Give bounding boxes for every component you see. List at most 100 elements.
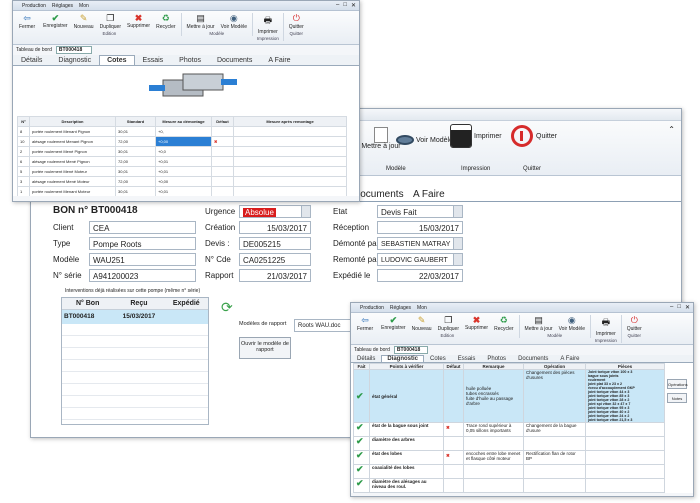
table-row[interactable]: 5 portée roulement Mené Moteur 30,01 +0,01 (17, 166, 347, 177)
table-row[interactable]: 10 alésage roulement Menant Pignon 72,00 +0… (17, 136, 347, 147)
nouveau-button[interactable]: ✎ Nouveau (411, 315, 432, 332)
table-row[interactable]: 8 portée roulement Menant Pignon 30,01 +0, (17, 126, 347, 137)
tab-afaire[interactable]: A Faire (268, 57, 291, 64)
check-icon[interactable]: ✔ (356, 492, 364, 494)
dupliquer-button[interactable]: ❐ Dupliquer (99, 13, 121, 30)
table-row[interactable]: ✔état des flasques✖annexe entre flasque … (353, 492, 665, 494)
check-icon[interactable]: ✔ (356, 478, 364, 488)
check-icon[interactable]: ✔ (356, 450, 364, 460)
tab-afaire[interactable]: A Faire (560, 356, 580, 362)
table-row[interactable]: 3 alésage roulement Mené Moteur 72,00 +0,00 (17, 176, 347, 187)
col-expedie[interactable]: Expédié (172, 300, 200, 307)
maximize-icon[interactable]: □ (343, 2, 347, 8)
type-field[interactable]: Pompe Roots (89, 237, 196, 250)
tab-documents[interactable]: Documents (216, 57, 253, 64)
col-recu[interactable]: Reçu (130, 300, 148, 307)
cde-field[interactable]: CA0251225 (239, 253, 311, 266)
creation-field[interactable]: 15/03/2017 (239, 221, 311, 234)
operations-button[interactable]: Opérations (667, 379, 688, 389)
imprimer-button[interactable]: 🖶 Imprimer (596, 317, 616, 337)
close-icon[interactable]: ✕ (350, 3, 356, 9)
rapport-field[interactable]: 21/03/2017 (239, 269, 311, 282)
dupliquer-button[interactable]: ❐ Dupliquer (437, 315, 459, 332)
imprimer-button[interactable]: 🖶 Imprimer (258, 15, 278, 35)
recycler-button[interactable]: ♻ Recycler (156, 13, 176, 30)
qa-production[interactable]: Production (360, 304, 384, 311)
devis-field[interactable]: DE005215 (239, 237, 311, 250)
minimize-icon[interactable]: – (336, 2, 340, 8)
urgence-select[interactable]: Absolue (239, 205, 311, 218)
fermer-button[interactable]: ⇦ Fermer (357, 315, 374, 332)
table-row[interactable]: ✔ coaxialité des lobes (353, 464, 665, 479)
check-icon[interactable]: ✔ (356, 422, 364, 432)
mettre-a-jour-button[interactable]: ▤ Mettre à jour (186, 13, 215, 30)
enregistrer-button[interactable]: ✔ Enregistrer (43, 13, 68, 30)
modele-file-field[interactable]: Roots WAU.doc (294, 319, 358, 332)
table-row[interactable]: 1 portée roulement Menant Moteur 30,01 +0,0… (17, 186, 347, 196)
tableau-de-bord-field[interactable]: BT000418 (393, 346, 428, 354)
zoom-tab-afaire[interactable]: A Faire (413, 189, 445, 200)
tab-documents[interactable]: Documents (518, 356, 549, 362)
mettre-a-jour-button[interactable]: ▤ Mettre à jour (524, 315, 553, 332)
qa-mon[interactable]: Mon (79, 2, 89, 9)
tab-details[interactable]: Détails (357, 356, 376, 362)
check-icon[interactable]: ✔ (356, 464, 364, 474)
col-standard[interactable]: Standard (115, 116, 156, 127)
serie-field[interactable]: A941200023 (89, 269, 196, 282)
tab-cotes[interactable]: Cotes (430, 356, 446, 362)
update-button[interactable]: Mettre à jour (361, 127, 401, 150)
col-description[interactable]: Description (29, 116, 116, 127)
tableau-de-bord-field[interactable]: BT000418 (55, 46, 92, 54)
col-mesure[interactable]: Mesure au démontage (155, 116, 212, 127)
chevron-up-icon[interactable]: ⌃ (668, 125, 675, 134)
qa-production[interactable]: Production (22, 2, 46, 9)
minimize-icon[interactable]: – (670, 304, 674, 310)
notes-button[interactable]: Notes (667, 393, 687, 403)
table-row[interactable]: ✔ état des lobes ✖ encoches entre lobe mene… (353, 450, 665, 465)
tab-cotes[interactable]: Cotes (99, 55, 135, 65)
fermer-button[interactable]: ⇦ Fermer (19, 13, 36, 30)
demonte-select[interactable]: SEBASTIEN MATRAY (377, 237, 463, 250)
refresh-icon[interactable]: ⟳ (221, 299, 233, 315)
quitter-button[interactable]: ⏻ Quitter (626, 315, 642, 332)
qa-mon[interactable]: Mon (417, 304, 427, 311)
close-icon[interactable]: ✕ (684, 305, 690, 311)
modele-field[interactable]: WAU251 (89, 253, 196, 266)
tab-essais[interactable]: Essais (142, 57, 164, 64)
tab-diagnostic[interactable]: Diagnostic (58, 57, 92, 64)
tab-diagnostic[interactable]: Diagnostic (381, 355, 425, 362)
supprimer-button[interactable]: ✖ Supprimer (465, 315, 489, 332)
table-row[interactable]: 6 alésage roulement Mené Pignon 72,00 +0,01 (17, 156, 347, 167)
quitter-button[interactable]: ⏻ Quitter (288, 13, 304, 30)
qa-reglages[interactable]: Réglages (389, 304, 412, 311)
col-num-bon[interactable]: N° Bon (75, 300, 100, 307)
zoom-tab-documents[interactable]: Documents (353, 189, 404, 200)
voir-modele-button[interactable]: ◉ Voir Modèle (558, 315, 586, 332)
expedie-field[interactable]: 22/03/2017 (377, 269, 463, 282)
tab-photos[interactable]: Photos (487, 356, 507, 362)
tab-photos[interactable]: Photos (179, 57, 201, 64)
col-defaut[interactable]: Défaut (443, 363, 464, 370)
check-icon[interactable]: ✔ (356, 390, 364, 401)
etat-select[interactable]: Devis Fait (377, 205, 463, 218)
recycler-button[interactable]: ♻ Recycler (494, 315, 514, 332)
reception-field[interactable]: 15/03/2017 (377, 221, 463, 234)
table-row[interactable]: ✔ état de la bague sous joint ✖ Trace rond … (353, 422, 665, 437)
table-row[interactable]: ✔ diamètre des alésages au niveau des rou… (353, 478, 665, 493)
ouvrir-modele-button[interactable]: Ouvrir le modèle de rapport (239, 337, 291, 359)
remonte-select[interactable]: LUDOVIC GAUBERT (377, 253, 463, 266)
tab-details[interactable]: Détails (21, 57, 43, 64)
table-row[interactable]: ✔ état général huile polluée tubes encra… (353, 369, 665, 423)
enregistrer-button[interactable]: ✔ Enregistrer (381, 315, 406, 332)
voir-modele-button[interactable]: ◉ Voir Modèle (220, 13, 248, 30)
view-model-button[interactable]: Voir Modèle (396, 135, 453, 145)
col-defaut[interactable]: Défaut (211, 116, 234, 127)
client-field[interactable]: CEA (89, 221, 196, 234)
table-row[interactable]: ✔ diamètre des arbres (353, 436, 665, 451)
table-row[interactable]: BT000418 15/03/2017 (62, 310, 208, 324)
col-apres[interactable]: Mesure après remontage (233, 116, 347, 127)
supprimer-button[interactable]: ✖ Supprimer (127, 13, 151, 30)
print-button[interactable]: Imprimer (450, 124, 502, 148)
nouveau-button[interactable]: ✎ Nouveau (73, 13, 94, 30)
col-n[interactable]: N° (17, 116, 30, 127)
